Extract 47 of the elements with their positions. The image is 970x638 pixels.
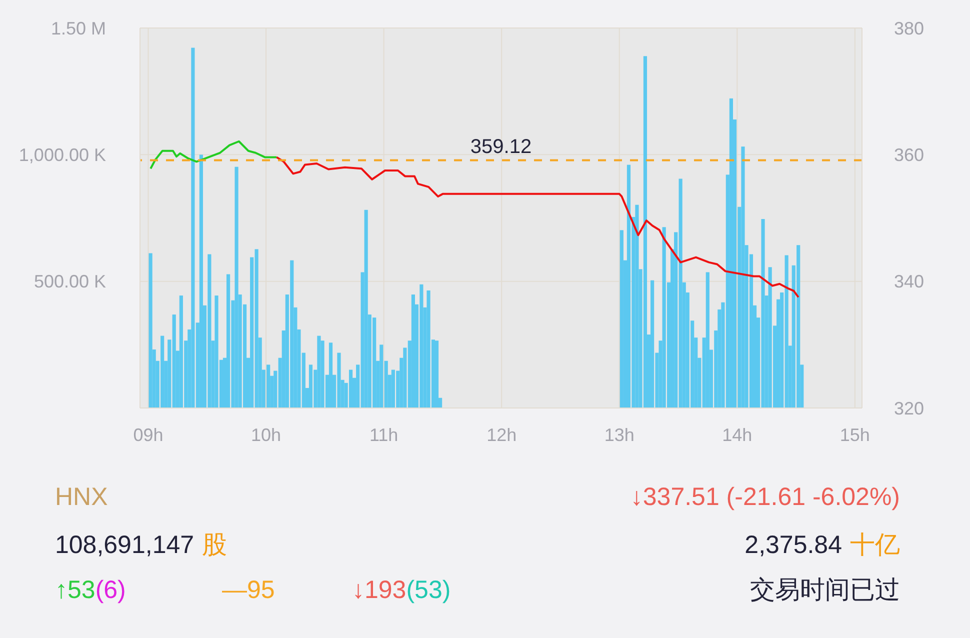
bar [199,154,203,408]
bar [706,272,710,408]
bar [620,230,624,408]
text: ↓337.51 (-21.61 -6.02%) [630,483,900,511]
bar [741,146,745,408]
x-tick-label: 13h [604,424,634,445]
text: ↑53 [55,576,96,604]
bar [635,204,639,408]
bar [411,294,415,408]
x-tick-label: 12h [486,424,517,445]
text: ↓193 [352,576,406,604]
bar [317,336,321,408]
y2-tick-label: 320 [894,398,924,418]
bar [626,164,631,408]
y-tick-label: 1.50 M [50,18,106,38]
bar [328,342,333,408]
y-tick-label: 500.00 K [34,272,106,292]
y2-tick-label: 360 [894,145,924,166]
bar [650,280,654,408]
bar [729,98,734,408]
x-tick-label: 09h [133,424,164,445]
x-tick-label: 11h [369,424,398,445]
x-tick-label: 14h [722,424,752,445]
text: 2,375.84 [744,531,842,559]
bar [308,364,313,408]
bar [434,340,439,408]
y2-tick-label: 340 [894,272,924,292]
text: 108,691,147 [55,531,194,559]
text: 十亿 [850,531,900,559]
bar [148,253,152,408]
bar [234,166,238,408]
line-series [150,140,278,170]
bar [226,274,230,408]
text: (53) [406,576,451,604]
bar [364,210,368,408]
ref-line-label: 359.12 [470,136,532,158]
bar [348,370,353,408]
text: (6) [95,576,126,604]
x-tick-label: 15h [840,424,870,445]
text: —95 [222,576,275,604]
text: 股 [202,531,228,559]
text: 交易时间已过 [750,576,900,604]
line-series [276,156,800,298]
y-tick-label: 1,000.00 K [18,145,106,166]
y2-tick-label: 380 [894,18,924,38]
x-tick-label: 10h [251,424,282,445]
text: HNX [55,483,108,511]
